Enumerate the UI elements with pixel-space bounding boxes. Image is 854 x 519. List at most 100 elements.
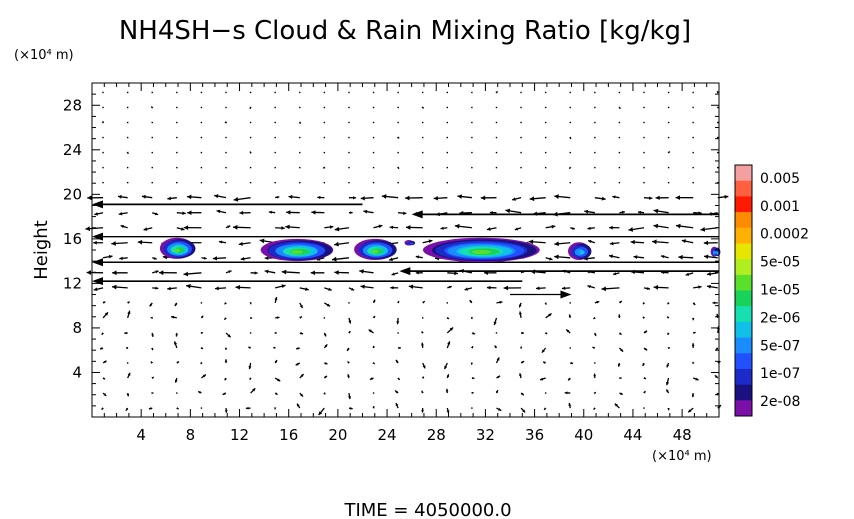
wind-vector xyxy=(372,405,375,409)
wind-vector-head xyxy=(637,210,641,214)
wind-vector xyxy=(214,286,227,291)
wind-vector xyxy=(541,347,547,354)
wind-vector xyxy=(299,373,305,379)
wind-vector-head xyxy=(653,208,659,214)
wind-vector-head xyxy=(549,257,553,261)
wind-vector xyxy=(618,91,621,94)
wind-vector-head xyxy=(643,390,646,394)
wind-vector xyxy=(372,136,375,139)
wind-vector xyxy=(151,347,154,351)
wind-vector xyxy=(443,362,448,370)
wind-vector-head xyxy=(252,388,256,392)
wind-vector xyxy=(323,392,326,395)
wind-vector xyxy=(274,296,278,304)
wind-vector xyxy=(240,256,251,261)
wind-vector xyxy=(415,271,423,275)
wind-vector xyxy=(102,166,104,169)
wind-vector xyxy=(643,121,645,124)
wind-vector xyxy=(381,194,399,199)
wind-vector xyxy=(200,136,203,139)
wind-vector-head xyxy=(86,270,92,275)
wind-vector xyxy=(594,151,596,154)
wind-vector xyxy=(151,376,155,380)
wind-vector xyxy=(299,151,301,154)
wind-vector xyxy=(421,376,425,379)
wind-vector xyxy=(520,392,525,396)
wind-vector xyxy=(454,223,472,229)
wind-vector-head xyxy=(593,316,596,319)
wind-vector xyxy=(652,239,669,245)
wind-vector xyxy=(249,91,252,94)
wind-vector-head xyxy=(281,284,286,289)
wind-vector-head xyxy=(593,407,596,410)
wind-vector-head xyxy=(126,393,130,397)
wind-vector xyxy=(111,241,128,246)
wind-vector xyxy=(347,361,350,364)
wind-vector-head xyxy=(421,376,424,379)
wind-vector-head xyxy=(421,106,424,109)
wind-vector xyxy=(126,136,129,139)
wind-vector xyxy=(397,181,399,184)
wind-vector-head xyxy=(395,390,398,394)
wind-vector xyxy=(703,254,718,260)
wind-vector xyxy=(127,310,131,319)
wind-vector xyxy=(348,151,350,154)
wind-jet-head xyxy=(92,277,103,286)
wind-vector-head xyxy=(141,194,146,199)
wind-vector-head xyxy=(381,194,387,199)
x-tick-label: 36 xyxy=(525,426,544,444)
wind-vector xyxy=(398,211,407,215)
wind-vector xyxy=(544,91,547,94)
x-tick-label: 24 xyxy=(378,426,397,444)
wind-vector xyxy=(665,377,670,386)
wind-vector xyxy=(200,166,203,169)
wind-vector xyxy=(200,106,203,109)
wind-vector-head xyxy=(102,121,105,124)
wind-vector-head xyxy=(415,271,419,275)
wind-vector-head xyxy=(175,334,179,337)
wind-vector xyxy=(609,241,620,246)
wind-vector xyxy=(666,362,670,368)
wind-vector xyxy=(691,393,695,398)
legend-swatch xyxy=(735,259,752,276)
wind-vector-head xyxy=(227,225,231,229)
wind-vector xyxy=(421,331,424,334)
wind-vector-head xyxy=(186,283,191,289)
wind-vector-head xyxy=(87,195,92,201)
wind-vector xyxy=(593,316,596,320)
wind-vector xyxy=(628,227,645,232)
wind-vector xyxy=(334,270,349,275)
wind-vector-head xyxy=(119,256,123,261)
wind-vector xyxy=(667,346,671,350)
wind-vector-head xyxy=(101,407,104,410)
wind-vector-head xyxy=(100,347,103,350)
wind-vector-head xyxy=(617,364,621,367)
wind-vector xyxy=(716,313,719,319)
wind-vector xyxy=(347,374,350,379)
legend-label: 1e-07 xyxy=(760,366,800,382)
wind-vector xyxy=(102,181,104,184)
wind-vector xyxy=(200,346,204,350)
wind-vector-head xyxy=(614,403,618,407)
wind-vector xyxy=(471,151,473,154)
wind-vector xyxy=(643,347,648,351)
wind-vector-head xyxy=(285,224,290,230)
wind-vector xyxy=(249,106,252,110)
wind-vector-head xyxy=(561,286,566,291)
wind-vector-head xyxy=(372,361,375,364)
wind-vector-head xyxy=(249,106,252,109)
wind-vector xyxy=(323,343,328,349)
wind-vector xyxy=(322,166,326,169)
wind-vector-head xyxy=(200,331,203,335)
wind-vector-head xyxy=(254,271,258,275)
legend-label: 0.0002 xyxy=(760,227,809,243)
wind-vector xyxy=(643,91,645,94)
wind-vector xyxy=(248,346,251,349)
wind-vector xyxy=(471,376,475,380)
wind-vector xyxy=(593,391,597,395)
wind-vector xyxy=(126,362,129,364)
wind-vector xyxy=(612,195,620,199)
wind-vector-head xyxy=(274,297,278,301)
cloud-region xyxy=(568,242,592,261)
wind-vector xyxy=(667,151,671,154)
